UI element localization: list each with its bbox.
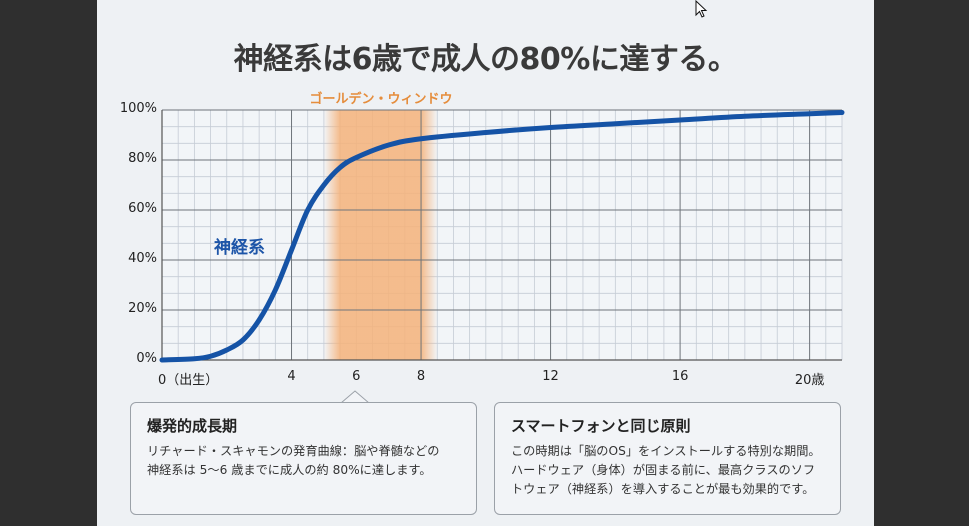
x-tick-label: 0（出生） — [158, 373, 219, 388]
x-tick-label: 20歳 — [794, 373, 825, 388]
mouse-cursor-icon — [695, 0, 708, 18]
card-line: 神経系は 5〜6 歳までに成人の約 80%に達します。 — [147, 463, 432, 477]
card-line: トウェア（神経系）を導入することが最も効果的です。 — [511, 482, 815, 496]
growth-chart — [159, 109, 845, 363]
card-line: この時期は「脳のOS」をインストールする特別な期間。 — [511, 444, 821, 458]
x-tick-label: 6 — [352, 369, 361, 384]
series-label: 神経系 — [214, 238, 265, 258]
y-tick-label: 0% — [136, 351, 157, 366]
major-grid — [162, 109, 842, 360]
y-tick-label: 60% — [128, 201, 157, 216]
card-heading: 爆発的成長期 — [147, 417, 238, 435]
y-tick-label: 20% — [128, 301, 157, 316]
x-tick-label: 16 — [671, 369, 689, 384]
x-tick-label: 8 — [416, 369, 426, 384]
card-heading: スマートフォンと同じ原則 — [511, 417, 691, 435]
y-tick-label: 40% — [128, 251, 157, 266]
x-tick-label: 12 — [542, 369, 559, 384]
y-tick-label: 80% — [128, 151, 157, 166]
page-title: 神経系は6歳で成人の80%に達する。 — [233, 42, 738, 77]
golden-window-label: ゴールデン・ウィンドウ — [309, 92, 453, 107]
y-tick-label: 100% — [119, 101, 157, 116]
slide: 神経系は6歳で成人の80%に達する。 ゴールデン・ウィンドウ 100% 80% 60… — [97, 0, 874, 526]
nervous-system-line — [159, 110, 845, 363]
card-line: リチャード・スキャモンの発育曲線：脳や脊髄などの — [147, 444, 440, 458]
golden-window-band — [323, 110, 438, 360]
card-body: この時期は「脳のOS」をインストールする特別な期間。 ハードウェア（身体）が固ま… — [511, 442, 824, 499]
card-smartphone-principle: スマートフォンと同じ原則 この時期は「脳のOS」をインストールする特別な期間。 … — [494, 402, 841, 515]
x-tick-label: 4 — [287, 369, 296, 384]
card-body: リチャード・スキャモンの発育曲線：脳や脊髄などの 神経系は 5〜6 歳までに成人… — [147, 442, 460, 480]
card-line: ハードウェア（身体）が固まる前に、最高クラスのソフ — [511, 463, 816, 477]
card-explosive-growth: 爆発的成長期 リチャード・スキャモンの発育曲線：脳や脊髄などの 神経系は 5〜6… — [130, 402, 477, 515]
